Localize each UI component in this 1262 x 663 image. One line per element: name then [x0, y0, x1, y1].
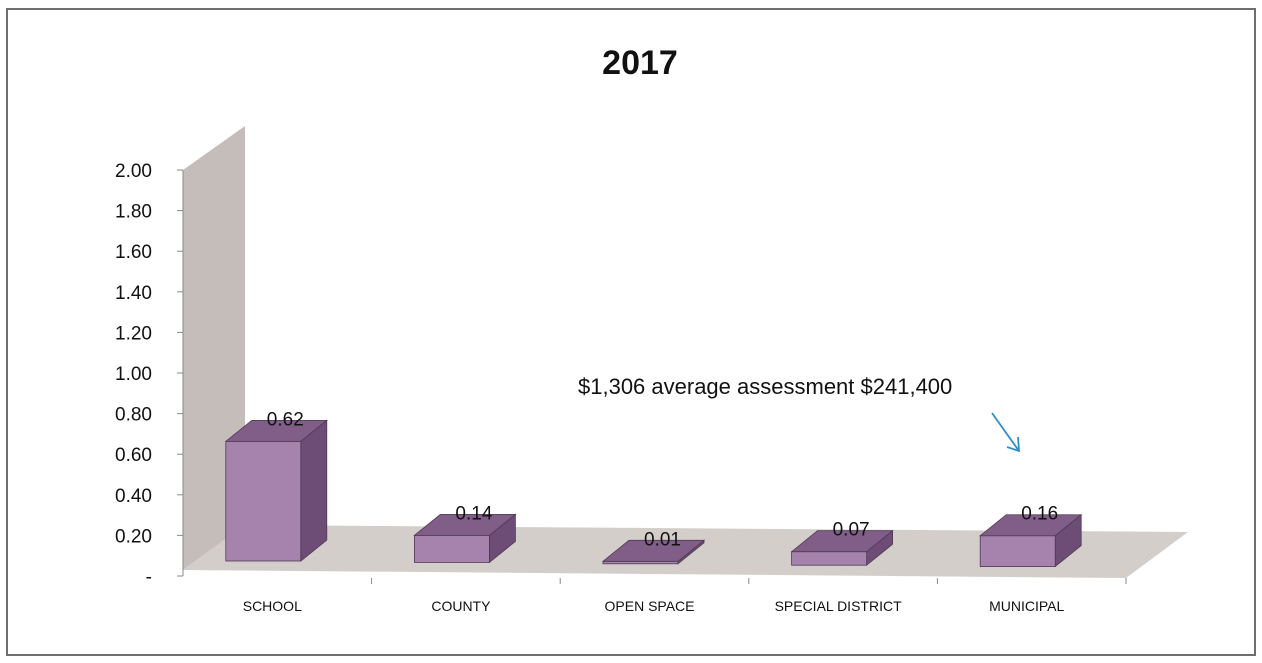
y-tick-label: 1.80: [115, 202, 152, 223]
data-label: 0.07: [833, 520, 870, 541]
bar-top: [979, 514, 1083, 537]
data-label: 0.16: [1021, 504, 1058, 525]
x-tick-label: MUNICIPAL: [989, 598, 1064, 614]
bar: [601, 539, 706, 565]
y-tick-label: 1.00: [115, 364, 152, 385]
bar: [224, 419, 328, 562]
bars: [224, 419, 1083, 568]
bar-front: [413, 534, 490, 563]
y-axis-ticks: - 0.20 0.40 0.60 0.80 1.00 1.20 1.40 1.60 1.80 2.0…: [115, 161, 183, 588]
x-axis-labels: SCHOOL COUNTY OPEN SPACE SPECIAL DISTRICT MU…: [243, 578, 1127, 614]
annotation-arrow: [991, 412, 1020, 453]
x-tick-label: OPEN SPACE: [605, 598, 695, 614]
bar-front: [791, 551, 867, 566]
bar-front: [225, 440, 302, 562]
y-tick-label: 0.80: [115, 405, 152, 426]
y-tick-label: 0.40: [115, 486, 152, 507]
bar-top: [601, 539, 706, 562]
bar: [790, 529, 894, 567]
y-tick-label: 1.60: [115, 242, 152, 263]
y-tick-label: 1.20: [115, 323, 152, 344]
x-tick-label: SPECIAL DISTRICT: [775, 598, 903, 614]
bar-front: [979, 535, 1056, 567]
y-tick-label: 0.60: [115, 445, 152, 466]
bar: [413, 513, 517, 564]
y-tick-label: -: [146, 567, 152, 588]
bar-top: [224, 419, 328, 442]
data-labels: 0.62 0.14 0.01 0.07 0.16: [267, 409, 1058, 550]
bar: [979, 513, 1083, 568]
x-tick-label: COUNTY: [431, 598, 491, 614]
bar-side: [300, 419, 328, 562]
data-label: 0.01: [644, 529, 681, 550]
y-tick-label: 2.00: [115, 161, 152, 182]
bar-top: [790, 530, 894, 553]
data-label: 0.14: [455, 503, 492, 524]
x-tick-label: SCHOOL: [243, 598, 302, 614]
chart-title: 2017: [602, 44, 678, 82]
y-tick-label: 1.40: [115, 283, 152, 304]
y-tick-label: 0.20: [115, 526, 152, 547]
annotation-text: $1,306 average assessment $241,400: [578, 374, 952, 399]
bar-top: [413, 513, 517, 536]
data-label: 0.62: [267, 409, 304, 430]
